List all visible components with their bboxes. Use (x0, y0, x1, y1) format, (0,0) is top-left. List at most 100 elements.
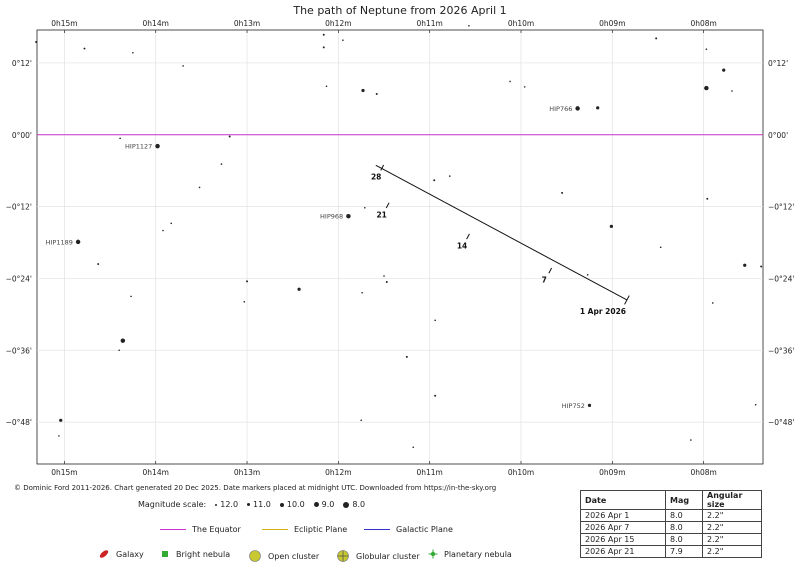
star (361, 291, 363, 294)
mag-value: 11.0 (253, 500, 271, 509)
table-header-row: Date Mag Angular size (580, 490, 762, 510)
table-cell: 2.2" (702, 545, 762, 558)
magnitude-scale-label: Magnitude scale: (138, 500, 207, 509)
star (155, 143, 160, 149)
x-tick-label-top: 0h09m (599, 19, 625, 28)
date-label: 14 (457, 242, 467, 251)
legend-equator: The Equator (160, 525, 241, 534)
copyright-note: © Dominic Ford 2011-2026. Chart generate… (14, 484, 497, 492)
star-dot-icon (343, 501, 350, 508)
star (361, 88, 365, 93)
y-tick-label-left: −0°24' (6, 274, 32, 283)
x-tick-label-top: 0h08m (690, 19, 716, 28)
table-cell: 7.9 (665, 545, 703, 558)
star (731, 90, 733, 92)
ecliptic-line-icon (262, 529, 288, 530)
x-tick-label-bottom: 0h13m (234, 468, 260, 477)
mag-item: 11.0 (247, 500, 271, 509)
legend-bright-nebula: Bright nebula (160, 549, 230, 559)
table-cell: 2026 Apr 21 (580, 545, 666, 558)
legend-open-cluster: Open cluster (248, 549, 319, 563)
x-tick-label-top: 0h11m (416, 19, 442, 28)
table-row: 2026 Apr 1 8.0 2.2" (580, 509, 762, 522)
x-tick-label-bottom: 0h14m (143, 468, 169, 477)
y-tick-label-right: −0°48' (768, 418, 794, 427)
y-tick-label-left: −0°36' (6, 346, 32, 355)
star (297, 287, 301, 291)
star (58, 435, 60, 437)
x-tick-label-top: 0h15m (51, 19, 77, 28)
star (198, 186, 201, 189)
table-cell: 2.2" (702, 533, 762, 546)
y-tick-label-right: −0°12' (768, 203, 794, 212)
table-row: 2026 Apr 7 8.0 2.2" (580, 521, 762, 534)
legend-label: Ecliptic Plane (294, 525, 348, 534)
x-tick-label-bottom: 0h09m (599, 468, 625, 477)
star (35, 40, 38, 43)
star (754, 403, 757, 406)
star (743, 263, 747, 267)
date-tick (385, 202, 390, 209)
x-tick-label-top: 0h14m (143, 19, 169, 28)
star-dot-icon (279, 502, 284, 507)
y-tick-label-left: 0°12' (12, 59, 32, 68)
x-tick-label-bottom: 0h08m (690, 468, 716, 477)
star-dot-icon (313, 502, 319, 507)
star (722, 68, 726, 72)
x-tick-label-top: 0h12m (325, 19, 351, 28)
star (228, 135, 231, 138)
date-tick (548, 267, 553, 274)
table-cell: 2026 Apr 15 (580, 533, 666, 546)
star (130, 295, 132, 298)
star (120, 338, 126, 343)
star (162, 229, 164, 232)
star (132, 51, 134, 54)
table-row: 2026 Apr 15 8.0 2.2" (580, 533, 762, 546)
star (655, 37, 658, 40)
star (704, 85, 709, 91)
star-dot-icon (247, 503, 251, 506)
plot-frame (36, 29, 764, 465)
y-tick-label-right: −0°24' (768, 274, 794, 283)
stars-layer: HIP766 HIP1127 HIP1189 HIP968 HIP752 (35, 25, 763, 449)
mag-value: 9.0 (321, 500, 335, 509)
x-tick-label-bottom: 0h15m (51, 468, 77, 477)
table-row: 2026 Apr 21 7.9 2.2" (580, 545, 762, 558)
star (705, 48, 708, 50)
legend-galaxy: Galaxy (98, 549, 144, 559)
star (220, 163, 223, 165)
star (523, 86, 526, 88)
date-tick (380, 164, 385, 171)
equator-line-icon (160, 529, 186, 530)
star (468, 25, 470, 27)
star (119, 137, 121, 140)
star (433, 179, 436, 182)
star (760, 265, 763, 268)
date-label: 1 Apr 2026 (580, 307, 626, 316)
legend-label: Globular cluster (356, 551, 420, 561)
star (322, 46, 325, 49)
bright-nebula-icon (162, 551, 168, 557)
star (322, 33, 325, 36)
star (434, 319, 436, 322)
star (118, 349, 120, 352)
star (325, 85, 328, 88)
open-cluster-icon (249, 550, 261, 562)
legend-label: Open cluster (268, 551, 320, 561)
star (246, 280, 249, 283)
legend-label: Bright nebula (176, 549, 231, 559)
star (59, 418, 63, 422)
legend-globular-cluster: Globular cluster (336, 549, 420, 563)
y-tick-label-left: −0°12' (6, 203, 32, 212)
star-label: HIP1189 (46, 238, 73, 246)
star (448, 175, 451, 177)
star (575, 106, 580, 111)
star (434, 394, 437, 397)
star (364, 206, 366, 209)
neptune-path: 1 Apr 2026 7 14 21 28 (371, 164, 630, 316)
star (711, 302, 714, 304)
date-tick (624, 295, 630, 305)
x-tick-label-bottom: 0h10m (508, 468, 534, 477)
star (75, 239, 81, 245)
table-cell: 8.0 (665, 509, 703, 522)
